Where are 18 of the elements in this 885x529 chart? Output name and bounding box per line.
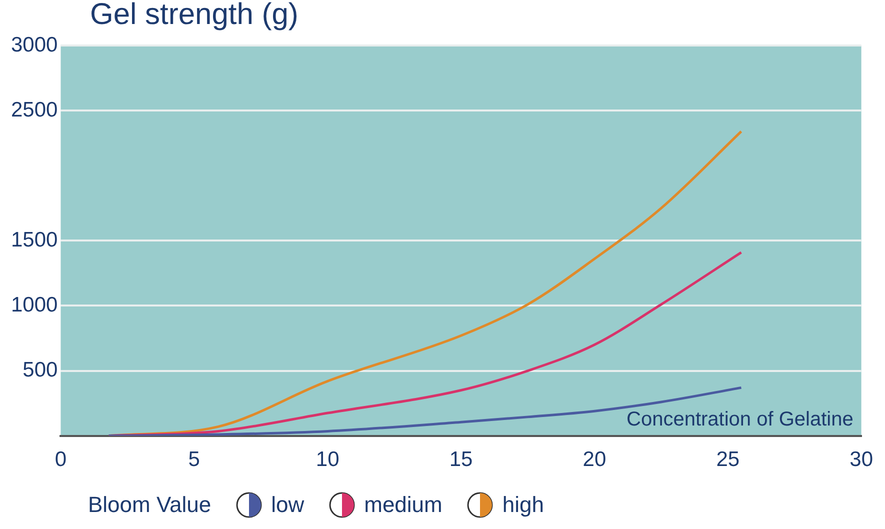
chart-title: Gel strength (g) bbox=[89, 0, 300, 31]
legend-label: high bbox=[502, 492, 544, 518]
y-tick-label: 500 bbox=[22, 358, 58, 382]
y-tick-label: 1000 bbox=[11, 294, 58, 317]
legend-label: low bbox=[271, 492, 304, 518]
legend-label: medium bbox=[364, 492, 442, 518]
x-tick-label: 30 bbox=[850, 448, 873, 472]
legend-title: Bloom Value bbox=[88, 492, 212, 518]
y-tick-label: 2500 bbox=[11, 98, 58, 122]
x-tick-label: 10 bbox=[316, 448, 340, 472]
x-tick-label: 15 bbox=[449, 448, 473, 472]
x-tick-label: 25 bbox=[716, 448, 740, 472]
x-tick-label: 5 bbox=[188, 448, 200, 472]
x-tick-label: 20 bbox=[582, 448, 606, 472]
x-tick-label: 0 bbox=[54, 448, 67, 472]
y-tick-label: 3000 bbox=[11, 33, 58, 56]
x-axis-title: Concentration of Gelatine bbox=[626, 408, 854, 430]
y-tick-label: 1500 bbox=[11, 228, 58, 252]
